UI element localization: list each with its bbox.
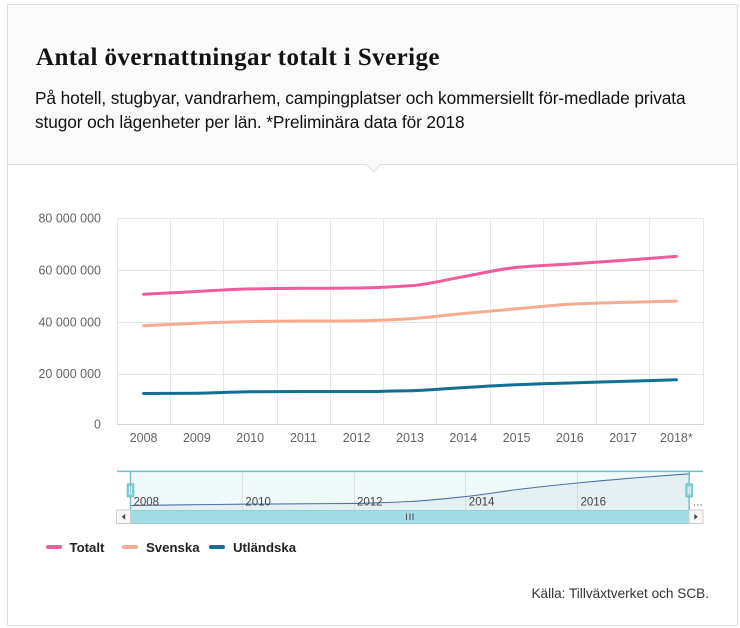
svg-text:2017: 2017 — [609, 431, 637, 445]
svg-text:20 000 000: 20 000 000 — [38, 367, 101, 381]
svg-text:2018*: 2018* — [660, 431, 693, 445]
svg-text:2012: 2012 — [357, 497, 383, 509]
svg-text:2013: 2013 — [396, 431, 424, 445]
svg-text:2009: 2009 — [183, 431, 211, 445]
svg-text:2012: 2012 — [343, 431, 371, 445]
svg-text:2016: 2016 — [581, 497, 607, 509]
svg-text:2010: 2010 — [236, 431, 264, 445]
svg-text:60 000 000: 60 000 000 — [38, 264, 101, 278]
svg-text:0: 0 — [94, 418, 101, 432]
svg-text:2010: 2010 — [245, 497, 271, 509]
svg-text:2008: 2008 — [130, 431, 158, 445]
svg-text:2016: 2016 — [556, 431, 584, 445]
svg-text:80 000 000: 80 000 000 — [38, 212, 101, 226]
svg-text:…: … — [693, 497, 704, 509]
svg-text:40 000 000: 40 000 000 — [38, 316, 101, 330]
svg-text:2014: 2014 — [449, 431, 477, 445]
svg-text:2011: 2011 — [290, 431, 317, 445]
svg-text:2008: 2008 — [134, 497, 160, 509]
svg-text:2014: 2014 — [469, 497, 495, 509]
svg-text:2015: 2015 — [503, 431, 531, 445]
